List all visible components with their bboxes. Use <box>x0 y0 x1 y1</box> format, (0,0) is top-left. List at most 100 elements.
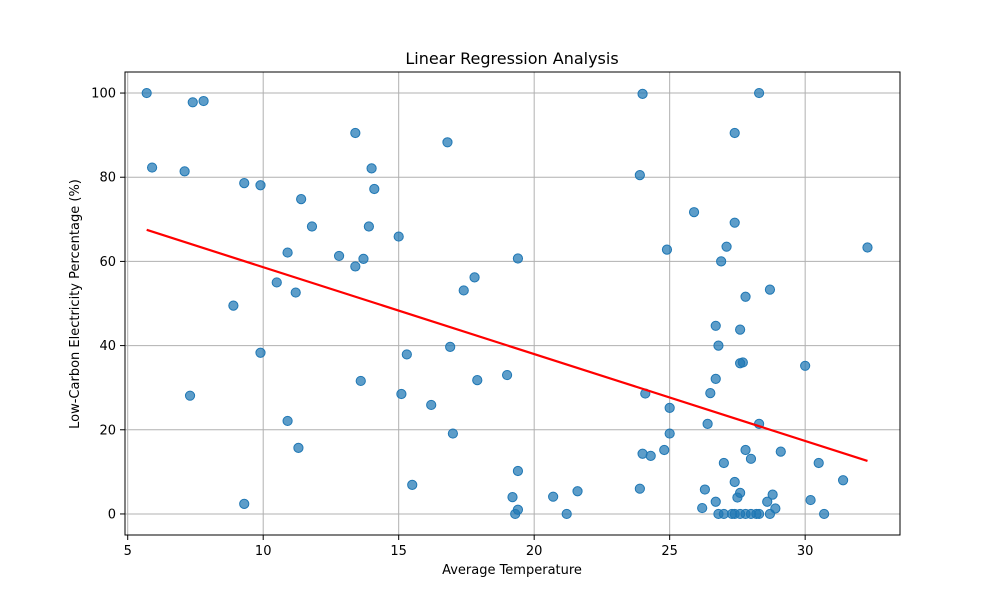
data-point <box>512 504 524 515</box>
data-point <box>688 207 700 218</box>
y-tick-label: 80 <box>99 171 116 186</box>
data-point <box>472 375 483 386</box>
x-tick-label: 15 <box>390 544 407 559</box>
data-point <box>813 457 824 469</box>
data-point <box>721 241 732 252</box>
data-point <box>800 360 811 371</box>
x-axis-label: Average Temperature <box>442 563 582 578</box>
data-point <box>745 453 757 464</box>
data-point <box>393 231 404 242</box>
data-point <box>363 221 374 232</box>
data-point <box>282 247 293 258</box>
data-point <box>819 508 830 520</box>
x-tick-label: 5 <box>124 544 132 559</box>
data-point <box>718 457 729 469</box>
plot-area-frame <box>124 71 901 536</box>
data-point <box>634 483 645 494</box>
data-point <box>426 399 437 411</box>
data-point <box>507 492 518 503</box>
data-point <box>753 87 765 99</box>
data-point <box>401 349 412 360</box>
data-point <box>753 508 765 520</box>
data-point <box>664 428 675 439</box>
data-point <box>369 183 380 195</box>
data-point <box>561 508 572 520</box>
data-point <box>469 272 480 283</box>
y-tick-label: 20 <box>99 423 116 438</box>
x-tick-label: 20 <box>526 544 543 559</box>
data-point <box>447 428 458 439</box>
data-point <box>296 194 307 205</box>
data-point <box>775 446 786 457</box>
data-point <box>179 166 190 177</box>
data-point <box>572 486 583 497</box>
data-point <box>770 503 781 514</box>
data-point <box>805 494 816 506</box>
data-point <box>735 487 746 499</box>
data-point <box>710 496 721 507</box>
data-point <box>187 97 198 108</box>
x-tick-label: 25 <box>661 544 678 559</box>
data-point <box>198 95 209 107</box>
data-point <box>713 340 724 351</box>
data-point <box>664 402 675 413</box>
data-point <box>697 502 708 514</box>
data-point <box>350 127 361 139</box>
data-point <box>396 388 407 400</box>
data-point <box>735 324 746 335</box>
x-tick-label: 30 <box>797 544 814 559</box>
data-point <box>710 320 721 331</box>
data-point <box>729 217 740 228</box>
data-point <box>740 444 751 456</box>
data-point <box>740 291 751 302</box>
data-point <box>407 479 418 491</box>
data-point <box>255 347 266 358</box>
data-point <box>837 475 849 486</box>
data-point <box>699 484 710 495</box>
data-point <box>710 373 721 384</box>
data-point <box>282 415 293 427</box>
data-point <box>862 242 873 253</box>
data-point <box>306 221 318 232</box>
data-point <box>762 496 773 507</box>
data-point <box>702 418 713 429</box>
data-point <box>729 476 740 488</box>
data-point <box>548 491 559 502</box>
scatter-points <box>141 87 873 520</box>
data-point <box>637 88 648 99</box>
data-point <box>239 178 250 189</box>
regression-line <box>146 228 868 462</box>
data-point <box>290 287 301 298</box>
data-point <box>445 341 456 352</box>
data-point <box>146 162 158 173</box>
data-point <box>271 277 282 288</box>
data-point <box>255 180 266 191</box>
data-point <box>735 358 746 369</box>
data-point <box>512 253 524 264</box>
data-point <box>767 489 778 500</box>
data-point <box>358 253 369 264</box>
y-tick-label: 0 <box>108 507 116 522</box>
data-point <box>634 170 645 181</box>
data-point <box>141 87 152 99</box>
data-point <box>239 498 250 509</box>
data-point <box>442 137 453 148</box>
data-point <box>333 250 345 262</box>
regression-line-group <box>146 228 868 462</box>
y-tick-label: 60 <box>99 255 116 270</box>
data-point <box>293 442 304 453</box>
data-point <box>661 244 673 255</box>
data-point <box>705 388 716 399</box>
data-point <box>729 127 740 139</box>
data-point <box>716 256 727 267</box>
y-axis-label: Low-Carbon Electricity Percentage (%) <box>68 179 83 429</box>
data-point <box>764 284 776 295</box>
data-point <box>512 465 524 477</box>
data-point <box>355 375 366 387</box>
data-point <box>659 444 670 456</box>
y-tick-label: 40 <box>99 339 116 354</box>
data-point <box>501 369 513 381</box>
data-point <box>645 450 656 461</box>
grid <box>125 72 900 535</box>
